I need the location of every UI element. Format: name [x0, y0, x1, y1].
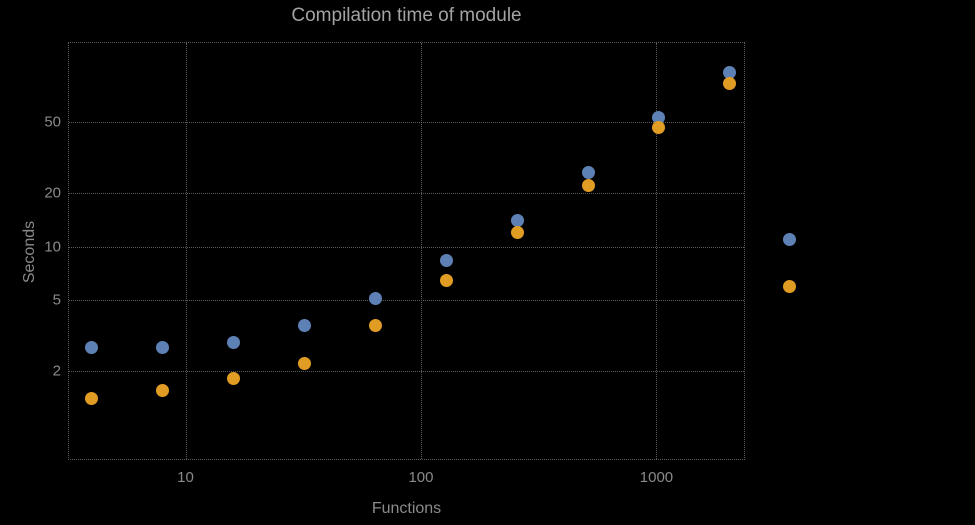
- data-point-series-blue: [723, 66, 737, 80]
- data-point-series-orange: [510, 225, 524, 239]
- data-point-series-orange: [85, 391, 99, 405]
- x-tick-label-100: 100: [408, 469, 434, 486]
- x-tick-label-10: 10: [177, 469, 194, 486]
- data-point-series-blue: [156, 341, 170, 355]
- gridline-x-1000: [656, 43, 658, 459]
- data-point-series-orange: [227, 372, 241, 386]
- legend-marker-series-orange: [783, 280, 796, 293]
- data-point-series-orange: [368, 318, 382, 332]
- y-tick-label-20: 20: [44, 184, 61, 202]
- data-point-series-orange: [581, 179, 595, 193]
- y-tick-label-50: 50: [44, 113, 61, 131]
- data-point-series-orange: [652, 120, 666, 134]
- y-tick-label-10: 10: [44, 238, 61, 256]
- data-point-series-orange: [156, 383, 170, 397]
- gridline-x-10: [185, 43, 187, 459]
- y-tick-label-2: 2: [52, 362, 61, 380]
- chart-title: Compilation time of module: [291, 5, 522, 26]
- data-point-series-blue: [227, 335, 241, 349]
- gridline-y-2: [69, 370, 744, 372]
- gridline-y-50: [69, 122, 744, 124]
- y-tick-label-5: 5: [52, 291, 61, 309]
- data-point-series-blue: [85, 341, 99, 355]
- gridline-y-20: [69, 193, 744, 195]
- data-point-series-blue: [581, 166, 595, 180]
- data-point-series-blue: [510, 214, 524, 228]
- x-axis-label: Functions: [371, 500, 442, 517]
- gridline-x-100: [420, 43, 422, 459]
- data-point-series-blue: [368, 291, 382, 305]
- data-point-series-blue: [439, 254, 453, 268]
- gridline-y-10: [69, 246, 744, 248]
- data-point-series-orange: [297, 356, 311, 370]
- data-point-series-blue: [297, 318, 311, 332]
- legend-marker-series-blue: [783, 233, 796, 246]
- plot-area: 10 100 1000 2 5 10 20 50: [44, 42, 745, 486]
- data-point-series-orange: [723, 76, 737, 90]
- data-point-series-orange: [439, 274, 453, 288]
- x-tick-label-1000: 1000: [639, 469, 674, 486]
- y-axis-label: Seconds: [21, 220, 38, 284]
- gridline-y-5: [69, 300, 744, 301]
